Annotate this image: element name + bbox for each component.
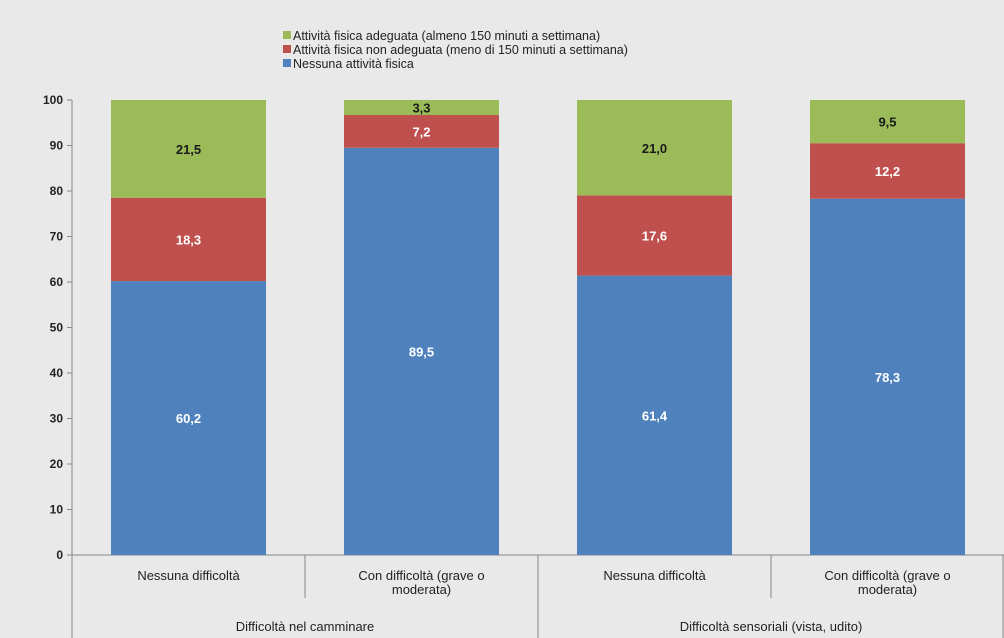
data-label: 78,3 [875, 370, 900, 385]
y-tick-label: 70 [50, 230, 64, 244]
y-tick-label: 90 [50, 139, 64, 153]
y-tick-label: 0 [56, 548, 63, 562]
data-label: 89,5 [409, 344, 434, 359]
y-tick-label: 60 [50, 275, 64, 289]
bar-segment [344, 147, 499, 555]
legend-label: Attività fisica non adeguata (meno di 15… [293, 43, 628, 57]
legend-swatch [283, 59, 291, 67]
category-label: moderata) [858, 582, 917, 597]
y-tick-label: 80 [50, 184, 64, 198]
bar-segment [577, 275, 732, 555]
bar-segment [810, 143, 965, 199]
y-tick-label: 10 [50, 503, 64, 517]
data-label: 17,6 [642, 229, 667, 244]
bar-segment [810, 198, 965, 556]
bar-segment [577, 195, 732, 276]
data-label: 18,3 [176, 232, 201, 247]
bar-segment [111, 100, 266, 198]
data-label: 9,5 [878, 115, 896, 130]
legend-swatch [283, 31, 291, 39]
category-label: moderata) [392, 582, 451, 597]
legend-swatch [283, 45, 291, 53]
bar-segment [577, 100, 732, 196]
y-tick-label: 30 [50, 412, 64, 426]
axes: 0 10 20 30 40 50 60 70 80 90 100 [43, 93, 1004, 638]
bar-segment [111, 197, 266, 282]
bars: 60,2 18,3 21,5 89,5 7,2 3,3 61,4 17,6 21,0 78,3 12… [111, 100, 965, 556]
category-label: Con difficoltà (grave o [358, 568, 484, 583]
x-axis-labels: Nessuna difficoltà Con difficoltà (grave … [137, 568, 950, 634]
bar-segment [344, 100, 499, 116]
y-tick-label: 40 [50, 366, 64, 380]
data-label: 21,0 [642, 141, 667, 156]
group-label: Difficoltà nel camminare [236, 619, 374, 634]
data-label: 3,3 [412, 101, 430, 116]
legend: Attività fisica adeguata (almeno 150 min… [283, 29, 628, 71]
data-label: 12,2 [875, 164, 900, 179]
category-label: Nessuna difficoltà [603, 568, 706, 583]
y-tick-label: 100 [43, 93, 63, 107]
data-label: 61,4 [642, 408, 668, 423]
category-label: Con difficoltà (grave o [824, 568, 950, 583]
y-tick-label: 50 [50, 321, 64, 335]
bar-segment [344, 115, 499, 148]
bar-segment [810, 100, 965, 144]
data-label: 7,2 [412, 124, 430, 139]
legend-label: Nessuna attività fisica [293, 57, 414, 71]
data-label: 21,5 [176, 142, 201, 157]
y-tick-label: 20 [50, 457, 64, 471]
group-label: Difficoltà sensoriali (vista, udito) [680, 619, 863, 634]
bar-segment [111, 281, 266, 555]
category-label: Nessuna difficoltà [137, 568, 240, 583]
data-label: 60,2 [176, 411, 201, 426]
legend-label: Attività fisica adeguata (almeno 150 min… [293, 29, 600, 43]
